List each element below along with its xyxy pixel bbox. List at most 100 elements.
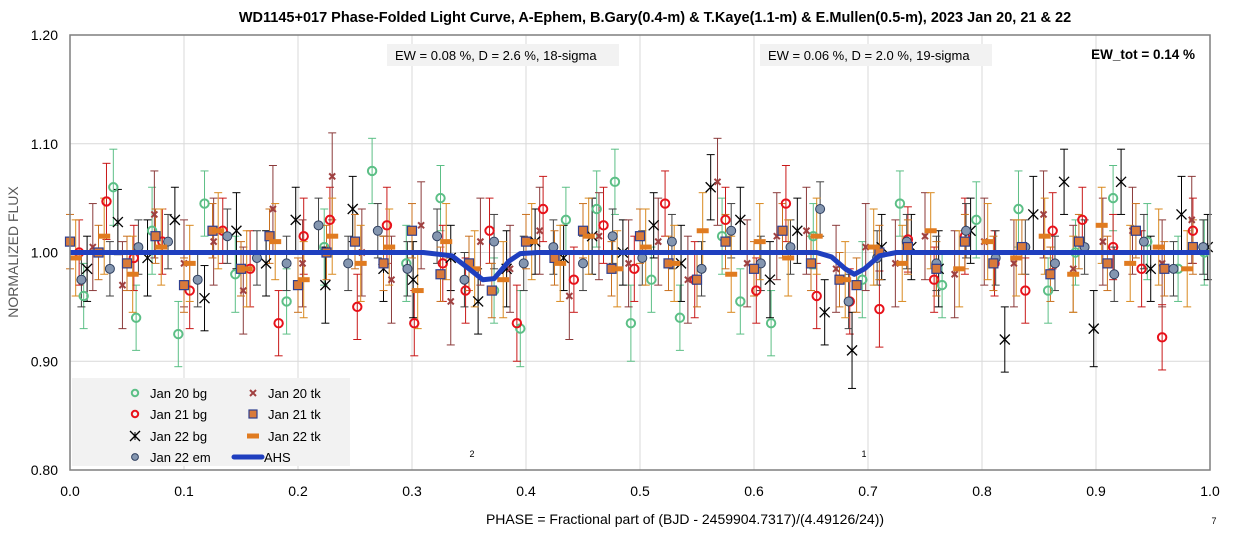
point-jan-20-tk [506,265,514,273]
point-jan-21-tk [777,225,788,236]
point-jan-20-bg [173,328,184,340]
point-jan-22-tk [696,228,709,234]
point-jan-20-bg [560,214,572,226]
point-jan-22-em [76,274,87,285]
dip1-stats-box [760,44,992,66]
point-jan-22-em [843,296,854,307]
point-jan-20-tk [387,275,396,284]
point-jan-22-bg [1145,263,1157,275]
point-jan-21-bg [511,317,523,329]
legend-label: Jan 20 bg [150,386,207,401]
point-jan-21-tk [435,269,446,280]
point-jan-20-bg [591,203,602,215]
error-bar-jan-20-bg [895,170,904,237]
dip2-stats: EW = 0.08 %, D = 2.6 %, 18-sigma [395,48,597,63]
error-bar-jan-20-bg [626,284,635,362]
x-stroke [298,259,307,268]
point-jan-22-tk [981,239,994,245]
x-tick-label: 0.5 [630,483,650,499]
legend-label: Jan 20 tk [268,386,321,401]
point-jan-21-tk [988,258,999,269]
point-jan-22-tk [411,288,424,294]
x-tick-label: 0.0 [60,483,80,499]
x-stroke [89,243,97,251]
point-jan-20-tk [476,237,485,246]
error-bar-jan-21-bg [512,284,521,362]
point-jan-21-bg [811,290,822,302]
point-jan-21-bg [409,317,420,329]
point-jan-22-bg [1176,208,1187,220]
point-jan-21-bg [1047,225,1058,236]
x-axis-label: PHASE = Fractional part of (BJD - 245990… [486,511,884,527]
legend-swatch-jan-21-tk [248,409,258,419]
point-jan-22-tk [240,266,253,272]
point-jan-21-bg [352,301,363,313]
error-bar-jan-20-bg [109,148,118,226]
page-number: 7 [1211,516,1216,526]
dip2-label: 2 [469,449,474,459]
point-jan-22-em [313,220,324,231]
point-jan-22-tk [639,244,652,250]
point-jan-20-tk [150,210,159,219]
x-stroke [1010,259,1018,268]
point-jan-22-tk [183,260,196,266]
legend-background [72,378,350,466]
point-jan-22-em [726,225,737,236]
point-jan-22-em [104,263,115,274]
legend-swatch-jan-22-bg [129,430,141,442]
x-stroke [506,265,514,273]
point-jan-20-bg [366,165,378,177]
point-jan-22-bg [169,214,181,226]
point-jan-21-bg [184,285,195,296]
point-jan-22-bg [734,214,746,226]
x-stroke [950,270,959,278]
point-jan-20-bg [735,296,746,307]
error-bar-jan-21-bg [875,270,884,348]
point-jan-20-tk [565,292,574,300]
x-stroke [239,286,247,295]
point-jan-21-tk [1130,225,1142,236]
x-stroke [476,237,485,246]
error-bar-jan-20-bg [200,170,209,237]
error-bar-jan-21-bg [274,290,283,357]
dip1-label: 1 [861,449,866,459]
error-bar-jan-20-bg [858,241,867,319]
error-bar-jan-20-bg [368,137,377,205]
legend-items: Jan 20 bg Jan 21 bg Jan 22 bg Jan 22 em Jan … [129,386,321,465]
point-jan-20-tk [624,259,633,268]
y-axis-ticks: 0.80 0.90 1.00 1.10 1.20 [31,27,58,478]
point-jan-22-bg [290,214,302,226]
point-jan-20-tk [1039,210,1048,219]
point-jan-20-tk [269,205,277,213]
error-bar-jan-21-bg [410,290,419,357]
point-jan-20-tk [298,259,307,268]
point-jan-20-bg [108,182,119,193]
point-jan-22-em [343,258,354,269]
y-axis-label: NORMALIZED FLUX [5,186,21,318]
point-jan-20-tk [1069,265,1077,273]
point-jan-21-bg [629,263,640,275]
x-stroke [1039,210,1048,219]
point-jan-21-bg [720,214,731,226]
point-jan-22-em [372,225,383,236]
point-jan-21-bg [1156,332,1168,343]
x-stroke [832,265,840,273]
error-bar-jan-20-bg [436,165,445,232]
point-jan-20-tk [921,232,929,240]
point-jan-21-bg [568,274,580,285]
error-bar-jan-20-bg [1014,170,1023,248]
point-jan-20-tk [1188,216,1196,224]
point-jan-22-tk [212,228,225,234]
point-jan-22-bg [319,279,331,291]
point-jan-22-tk [611,266,624,272]
x-stroke [118,281,127,289]
x-tick-label: 0.4 [516,483,536,499]
error-bar-jan-20-bg [1044,257,1053,324]
error-bar-jan-20-bg [718,197,727,275]
point-jan-22-tk [126,271,139,277]
x-stroke [387,275,396,284]
point-jan-22-em [281,258,292,269]
point-jan-22-tk [1152,244,1165,250]
point-jan-21-tk [720,236,731,247]
x-stroke [150,210,159,219]
